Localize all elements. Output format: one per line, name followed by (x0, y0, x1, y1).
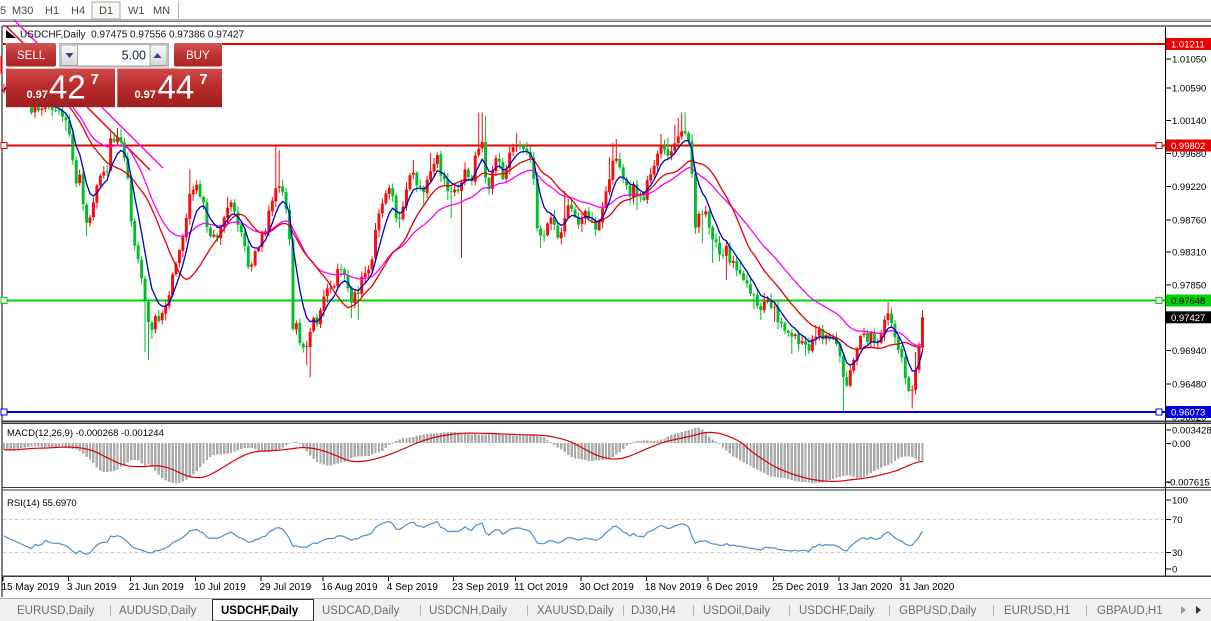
svg-text:70: 70 (1172, 515, 1183, 526)
svg-text:0.97: 0.97 (27, 89, 48, 101)
svg-text:1.00590: 1.00590 (1172, 84, 1206, 95)
svg-text:13 Jan 2020: 13 Jan 2020 (837, 582, 892, 593)
svg-text:USDOil,Daily: USDOil,Daily (703, 605, 770, 617)
svg-text:11 Oct 2019: 11 Oct 2019 (514, 582, 568, 593)
svg-text:0.97: 0.97 (135, 89, 156, 101)
svg-text:0.97427: 0.97427 (1171, 313, 1205, 324)
svg-text:1.01211: 1.01211 (1171, 40, 1205, 51)
svg-text:31 Jan 2020: 31 Jan 2020 (899, 582, 954, 593)
svg-text:44: 44 (158, 69, 195, 106)
svg-text:M30: M30 (12, 5, 33, 17)
svg-text:|: | (1085, 604, 1088, 616)
svg-text:-0.007615: -0.007615 (1167, 478, 1210, 489)
svg-text:100: 100 (1172, 496, 1188, 507)
svg-text:USDCHF,Daily 0.97475 0.97556: USDCHF,Daily 0.97475 0.97556 0.97386 0.9… (20, 30, 244, 41)
svg-text:7: 7 (91, 72, 99, 88)
svg-text:6 Dec 2019: 6 Dec 2019 (707, 582, 759, 593)
svg-text:USDCNH,Daily: USDCNH,Daily (429, 605, 507, 617)
svg-text:DJ30,H4: DJ30,H4 (631, 605, 676, 617)
svg-text:XAUUSD,Daily: XAUUSD,Daily (537, 605, 614, 617)
svg-text:|: | (622, 604, 625, 616)
svg-text:0.99802: 0.99802 (1171, 141, 1205, 152)
svg-text:3 Jun 2019: 3 Jun 2019 (67, 582, 117, 593)
svg-text:0.003428: 0.003428 (1172, 426, 1211, 437)
svg-text:5: 5 (0, 5, 6, 17)
svg-text:|: | (109, 604, 112, 616)
svg-text:30: 30 (1172, 548, 1183, 559)
svg-text:|: | (526, 604, 529, 616)
svg-text:D1: D1 (99, 5, 113, 17)
svg-text:0.97850: 0.97850 (1172, 281, 1206, 292)
svg-text:1.00140: 1.00140 (1172, 116, 1206, 127)
svg-text:MACD(12,26,9) -0.000268 -0.001: MACD(12,26,9) -0.000268 -0.001244 (7, 428, 164, 439)
svg-text:4 Sep 2019: 4 Sep 2019 (387, 582, 439, 593)
svg-text:29 Jul 2019: 29 Jul 2019 (260, 582, 312, 593)
svg-text:18 Nov 2019: 18 Nov 2019 (645, 582, 702, 593)
svg-text:GBPUSD,Daily: GBPUSD,Daily (899, 605, 977, 617)
svg-text:0.96073: 0.96073 (1171, 408, 1205, 419)
svg-text:RSI(14) 55.6970: RSI(14) 55.6970 (7, 498, 77, 509)
svg-text:0.97648: 0.97648 (1171, 296, 1205, 307)
svg-text:1.01050: 1.01050 (1172, 54, 1206, 65)
svg-text:SELL: SELL (17, 50, 46, 62)
svg-text:0.96940: 0.96940 (1172, 346, 1206, 357)
svg-text:42: 42 (49, 69, 86, 106)
svg-text:EURUSD,Daily: EURUSD,Daily (17, 605, 95, 617)
svg-text:USDCAD,Daily: USDCAD,Daily (322, 605, 400, 617)
svg-text:|: | (888, 604, 891, 616)
svg-text:|: | (788, 604, 791, 616)
svg-text:0.98760: 0.98760 (1172, 215, 1206, 226)
svg-text:AUDUSD,Daily: AUDUSD,Daily (119, 605, 197, 617)
svg-text:0.99680: 0.99680 (1172, 149, 1206, 160)
svg-text:23 Sep 2019: 23 Sep 2019 (452, 582, 509, 593)
svg-text:0.00: 0.00 (1172, 439, 1191, 450)
svg-text:25 Dec 2019: 25 Dec 2019 (772, 582, 829, 593)
svg-text:7: 7 (200, 72, 208, 88)
svg-text:USDCHF,Daily: USDCHF,Daily (799, 605, 875, 617)
svg-text:W1: W1 (128, 5, 145, 17)
svg-text:|: | (992, 604, 995, 616)
svg-text:MN: MN (153, 5, 170, 17)
svg-text:0: 0 (1172, 565, 1177, 576)
svg-text:|: | (692, 604, 695, 616)
svg-text:5.00: 5.00 (122, 49, 146, 63)
svg-text:30 Oct 2019: 30 Oct 2019 (579, 582, 634, 593)
svg-text:H1: H1 (45, 5, 59, 17)
svg-text:0.98310: 0.98310 (1172, 248, 1206, 259)
svg-text:BUY: BUY (186, 50, 210, 62)
svg-text:USDCHF,Daily: USDCHF,Daily (221, 605, 299, 617)
svg-text:GBPAUD,H1: GBPAUD,H1 (1097, 605, 1163, 617)
svg-text:0.99220: 0.99220 (1172, 182, 1206, 193)
svg-text:15 May 2019: 15 May 2019 (2, 582, 60, 593)
svg-text:H4: H4 (71, 5, 85, 17)
svg-text:21 Jun 2019: 21 Jun 2019 (129, 582, 184, 593)
svg-text:0.96480: 0.96480 (1172, 379, 1206, 390)
svg-text:10 Jul 2019: 10 Jul 2019 (194, 582, 246, 593)
svg-text:16 Aug 2019: 16 Aug 2019 (321, 582, 378, 593)
svg-text:|: | (419, 604, 422, 616)
svg-text:EURUSD,H1: EURUSD,H1 (1004, 605, 1070, 617)
